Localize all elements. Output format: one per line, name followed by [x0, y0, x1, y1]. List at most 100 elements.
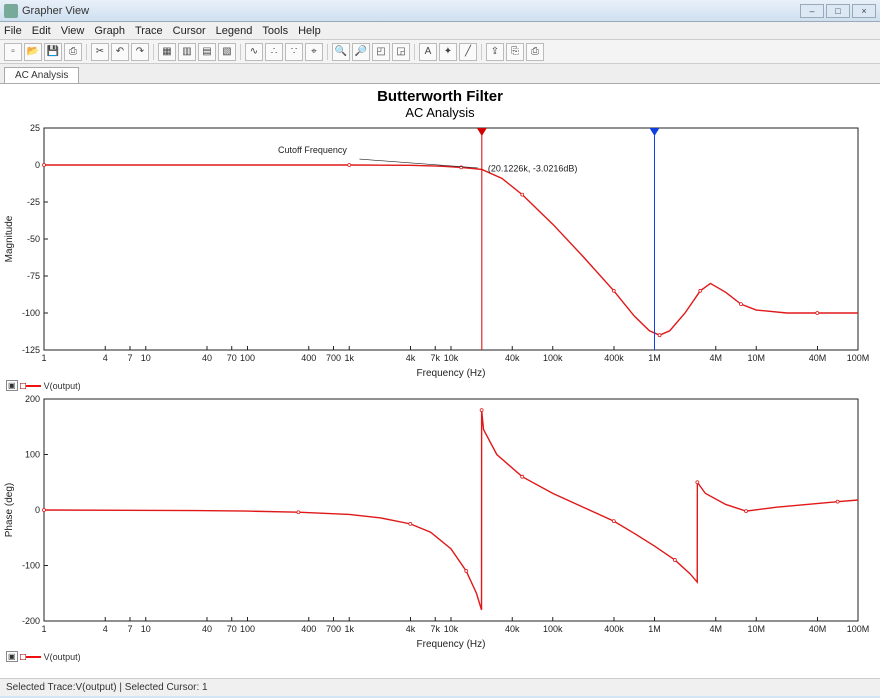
svg-text:40k: 40k	[505, 624, 520, 634]
svg-text:25: 25	[30, 123, 40, 133]
print-icon[interactable]: ⎙	[64, 43, 82, 61]
grid3-icon[interactable]: ▤	[198, 43, 216, 61]
trace1-icon[interactable]: ∿	[245, 43, 263, 61]
svg-text:10M: 10M	[747, 624, 765, 634]
magnitude-legend: ▣ V(output)	[0, 380, 880, 391]
svg-text:10k: 10k	[444, 353, 459, 363]
status-bar: Selected Trace:V(output) | Selected Curs…	[0, 678, 880, 696]
menu-legend[interactable]: Legend	[216, 25, 253, 37]
svg-text:(20.1226k, -3.0216dB): (20.1226k, -3.0216dB)	[488, 163, 578, 173]
svg-text:100k: 100k	[543, 624, 563, 634]
svg-text:-25: -25	[27, 197, 40, 207]
redo-icon[interactable]: ↷	[131, 43, 149, 61]
svg-text:400k: 400k	[604, 353, 624, 363]
phase-chart: -200-10001002001471040701004007001k4k7k1…	[0, 391, 870, 651]
legend-checkbox-icon[interactable]: ▣	[6, 651, 18, 662]
save-icon[interactable]: 💾	[44, 43, 62, 61]
zoomin-icon[interactable]: 🔍	[332, 43, 350, 61]
svg-text:40: 40	[202, 624, 212, 634]
separator-icon	[153, 44, 154, 60]
svg-text:100M: 100M	[847, 624, 870, 634]
svg-text:Frequency (Hz): Frequency (Hz)	[417, 368, 486, 379]
grid2-icon[interactable]: ▥	[178, 43, 196, 61]
chart-subtitle: AC Analysis	[0, 105, 880, 120]
svg-text:0: 0	[35, 160, 40, 170]
svg-text:70: 70	[227, 353, 237, 363]
separator-icon	[240, 44, 241, 60]
plot-area: Butterworth Filter AC Analysis -125-100-…	[0, 84, 880, 678]
line-icon[interactable]: ╱	[459, 43, 477, 61]
svg-text:-125: -125	[22, 345, 40, 355]
magnitude-chart: -125-100-75-50-250251471040701004007001k…	[0, 120, 870, 380]
svg-text:10: 10	[141, 624, 151, 634]
svg-text:1: 1	[41, 624, 46, 634]
menu-cursor[interactable]: Cursor	[173, 25, 206, 37]
menu-view[interactable]: View	[61, 25, 85, 37]
chart-title: Butterworth Filter	[0, 84, 880, 105]
svg-text:-75: -75	[27, 271, 40, 281]
svg-text:100: 100	[25, 450, 40, 460]
menu-file[interactable]: File	[4, 25, 22, 37]
svg-text:1k: 1k	[344, 353, 354, 363]
svg-text:10: 10	[141, 353, 151, 363]
svg-text:Frequency (Hz): Frequency (Hz)	[417, 639, 486, 650]
window-title: Grapher View	[22, 5, 798, 17]
open-icon[interactable]: 📂	[24, 43, 42, 61]
legend-checkbox-icon[interactable]: ▣	[6, 380, 18, 391]
svg-text:Phase (deg): Phase (deg)	[4, 483, 15, 537]
export2-icon[interactable]: ⎘	[506, 43, 524, 61]
cursor-icon[interactable]: ⌖	[305, 43, 323, 61]
grid1-icon[interactable]: ▦	[158, 43, 176, 61]
svg-text:4M: 4M	[709, 353, 722, 363]
zoomout-icon[interactable]: 🔎	[352, 43, 370, 61]
minimize-button[interactable]: –	[800, 4, 824, 18]
svg-text:200: 200	[25, 394, 40, 404]
svg-text:4: 4	[103, 624, 108, 634]
text-icon[interactable]: A	[419, 43, 437, 61]
svg-text:40k: 40k	[505, 353, 520, 363]
svg-text:0: 0	[35, 505, 40, 515]
toolbar: ▫ 📂 💾 ⎙ ✂ ↶ ↷ ▦ ▥ ▤ ▧ ∿ ∴ ∵ ⌖ 🔍 🔎 ◰ ◲ A …	[0, 40, 880, 64]
zoomarea-icon[interactable]: ◲	[392, 43, 410, 61]
svg-text:7: 7	[127, 624, 132, 634]
menu-trace[interactable]: Trace	[135, 25, 163, 37]
svg-text:4: 4	[103, 353, 108, 363]
new-icon[interactable]: ▫	[4, 43, 22, 61]
svg-text:10k: 10k	[444, 624, 459, 634]
svg-text:7k: 7k	[430, 353, 440, 363]
status-text: Selected Trace:V(output) | Selected Curs…	[6, 682, 208, 693]
phase-legend: ▣ V(output)	[0, 651, 880, 662]
trace2-icon[interactable]: ∴	[265, 43, 283, 61]
export1-icon[interactable]: ⇪	[486, 43, 504, 61]
svg-text:700: 700	[326, 624, 341, 634]
svg-text:400: 400	[301, 624, 316, 634]
menu-help[interactable]: Help	[298, 25, 321, 37]
svg-text:4k: 4k	[406, 353, 416, 363]
marker-icon[interactable]: ✦	[439, 43, 457, 61]
cut-icon[interactable]: ✂	[91, 43, 109, 61]
svg-text:-50: -50	[27, 234, 40, 244]
menu-tools[interactable]: Tools	[262, 25, 288, 37]
menu-edit[interactable]: Edit	[32, 25, 51, 37]
undo-icon[interactable]: ↶	[111, 43, 129, 61]
zoomfit-icon[interactable]: ◰	[372, 43, 390, 61]
tab-ac-analysis[interactable]: AC Analysis	[4, 67, 79, 83]
maximize-button[interactable]: □	[826, 4, 850, 18]
grid4-icon[interactable]: ▧	[218, 43, 236, 61]
svg-text:1M: 1M	[648, 353, 661, 363]
export3-icon[interactable]: ⎙	[526, 43, 544, 61]
close-button[interactable]: ×	[852, 4, 876, 18]
app-icon	[4, 4, 18, 18]
menu-bar: File Edit View Graph Trace Cursor Legend…	[0, 22, 880, 40]
menu-graph[interactable]: Graph	[94, 25, 125, 37]
svg-text:7k: 7k	[430, 624, 440, 634]
trace3-icon[interactable]: ∵	[285, 43, 303, 61]
svg-text:400k: 400k	[604, 624, 624, 634]
svg-text:4M: 4M	[709, 624, 722, 634]
svg-text:Magnitude: Magnitude	[4, 215, 15, 262]
svg-text:400: 400	[301, 353, 316, 363]
legend-swatch-icon	[21, 656, 41, 658]
separator-icon	[414, 44, 415, 60]
svg-text:40M: 40M	[809, 624, 827, 634]
window-titlebar: Grapher View – □ ×	[0, 0, 880, 22]
